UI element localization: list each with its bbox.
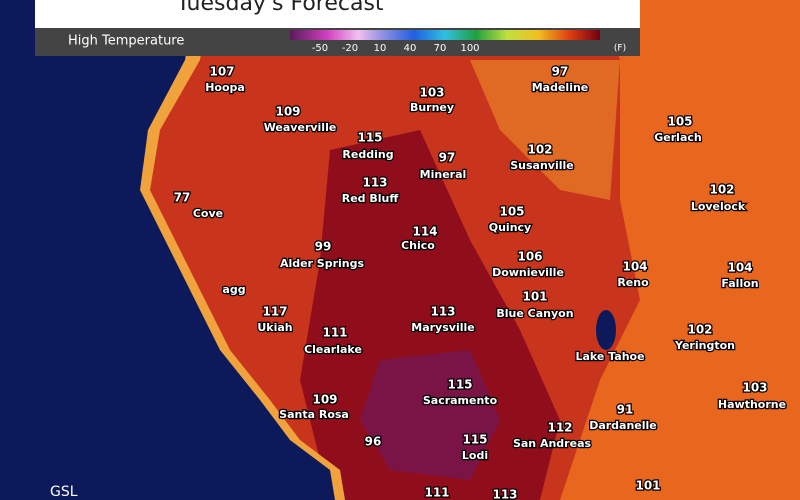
city-temp: 97 <box>439 151 456 165</box>
city-temp: 106 <box>517 250 542 264</box>
city-name: Lovelock <box>691 200 746 213</box>
city-temp: 115 <box>447 378 472 392</box>
city-temp: 104 <box>622 260 647 274</box>
city-temp: 113 <box>362 176 387 190</box>
city-name: Lodi <box>462 449 488 462</box>
city-name: San Andreas <box>513 437 592 450</box>
city-temp: 109 <box>312 393 337 407</box>
city-temp: 99 <box>315 240 332 254</box>
city-temp: 114 <box>412 225 437 239</box>
credit: GSL <box>50 484 78 500</box>
city-name: Hoopa <box>205 81 245 94</box>
city-temp: 103 <box>419 86 444 100</box>
city-name: Redding <box>342 148 393 161</box>
city-temp: 103 <box>742 381 767 395</box>
city-name: Lake Tahoe <box>575 350 644 363</box>
ocean <box>0 0 335 500</box>
city-name: Marysville <box>411 321 474 334</box>
city-temp: 109 <box>275 105 300 119</box>
city-temp: 101 <box>522 290 547 304</box>
city-temp: 115 <box>462 433 487 447</box>
city-temp: 105 <box>499 205 524 219</box>
city-temp: 77 <box>174 191 191 205</box>
city-temp: 102 <box>709 183 734 197</box>
city-name: Cove <box>193 207 223 220</box>
hot-zone <box>360 350 500 480</box>
city-name: Blue Canyon <box>496 307 573 320</box>
city-name: Downieville <box>492 266 564 279</box>
city-temp: 111 <box>424 486 449 500</box>
city-name: Alder Springs <box>280 257 365 270</box>
city-name: Red Bluff <box>342 192 399 205</box>
city-temp: 117 <box>262 305 287 319</box>
city-temp: 113 <box>430 305 455 319</box>
city-name: Santa Rosa <box>279 408 349 421</box>
city-name: Ukiah <box>257 321 292 334</box>
city-name: Burney <box>410 101 454 114</box>
city-temp: 113 <box>492 488 517 500</box>
nevada-region <box>560 0 800 500</box>
city-name: Gerlach <box>654 131 701 144</box>
scale-tick-label: -50 <box>312 43 328 54</box>
scale-tick-label: -20 <box>342 43 358 54</box>
city-temp: 112 <box>547 421 572 435</box>
city-temp: 102 <box>527 143 552 157</box>
city-temp: 115 <box>357 131 382 145</box>
city-name: Clearlake <box>304 343 362 356</box>
city-name: Hawthorne <box>718 398 786 411</box>
title-box <box>35 0 640 28</box>
city-name: Chico <box>401 239 435 252</box>
city-temp: 102 <box>687 323 712 337</box>
scale-tick-label: 10 <box>374 43 387 54</box>
city-temp: 105 <box>667 115 692 129</box>
color-bar <box>290 30 600 40</box>
city-temp: 96 <box>365 435 382 449</box>
city-temp: 107 <box>209 65 234 79</box>
city-temp: 111 <box>322 326 347 340</box>
city-temp: 91 <box>617 403 634 417</box>
scale-tick-label: 40 <box>404 43 417 54</box>
scale-tick-label: 100 <box>460 43 479 54</box>
city-name: Fallon <box>721 277 758 290</box>
city-name: Dardanelle <box>589 419 657 432</box>
city-temp: 101 <box>635 479 660 493</box>
unit: (F) <box>614 44 626 54</box>
legend-label: High Temperature <box>68 34 184 49</box>
lake <box>596 310 616 350</box>
city-name: Quincy <box>489 221 531 234</box>
city-name: agg <box>222 283 245 296</box>
city-name: Susanville <box>510 159 574 172</box>
scale-tick-label: 70 <box>434 43 447 54</box>
city-name: Mineral <box>420 168 467 181</box>
city-name: Yerington <box>674 339 735 352</box>
plateau-region <box>470 60 620 200</box>
city-name: Madeline <box>532 81 589 94</box>
title: Tuesday's Forecast <box>175 0 383 16</box>
city-name: Sacramento <box>423 394 498 407</box>
city-name: Reno <box>617 276 649 289</box>
city-temp: 97 <box>552 65 569 79</box>
city-temp: 104 <box>727 261 752 275</box>
city-name: Weaverville <box>264 121 337 134</box>
